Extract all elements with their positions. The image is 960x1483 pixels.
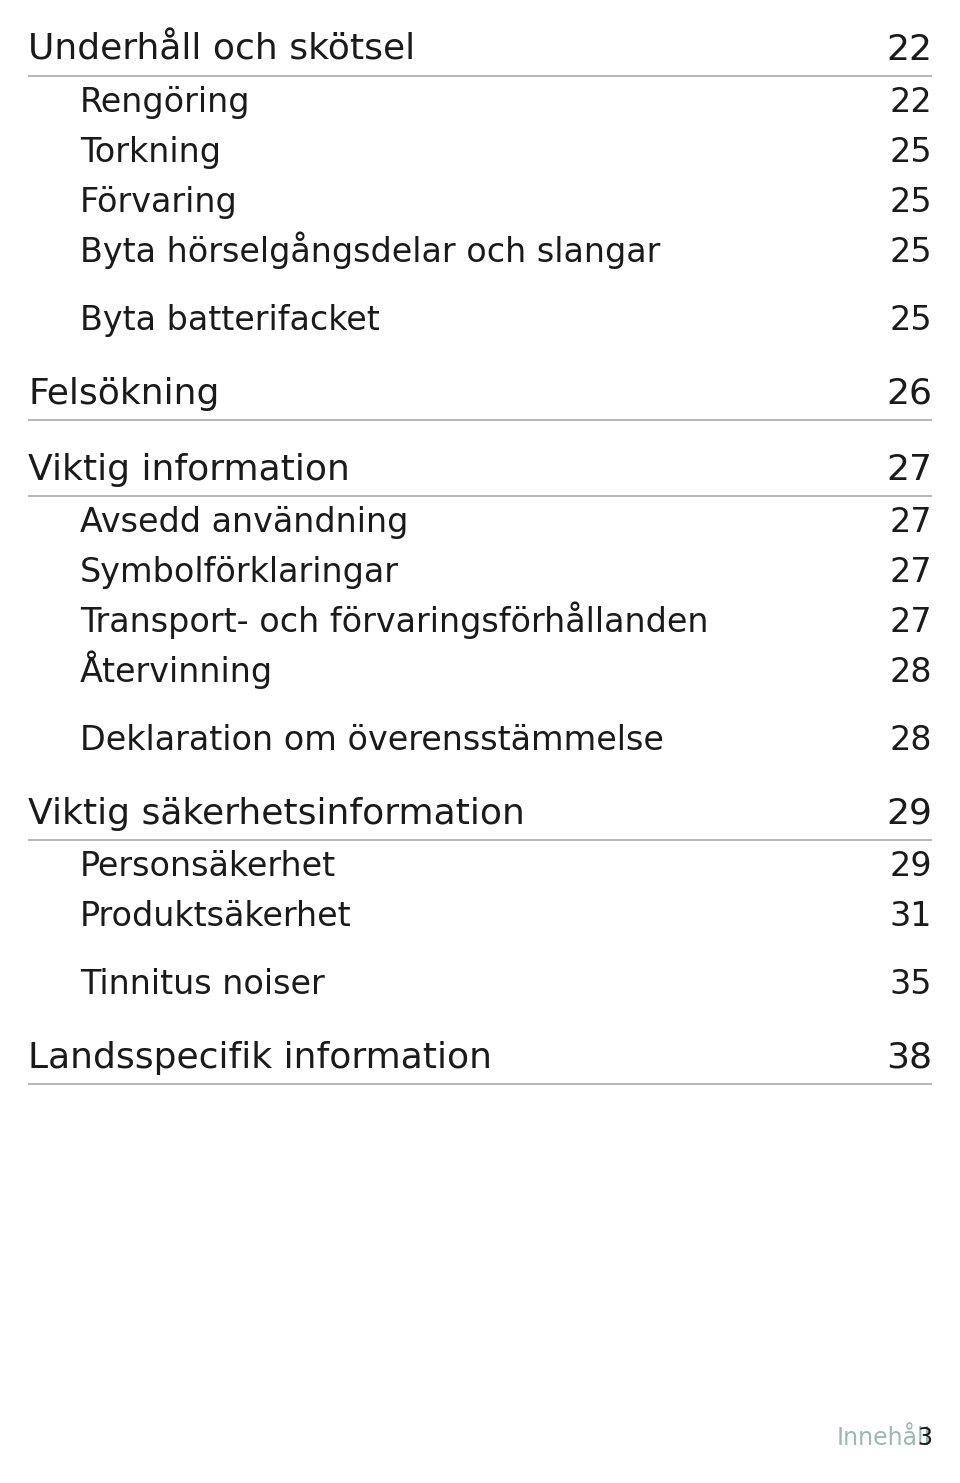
Text: Viktig säkerhetsinformation: Viktig säkerhetsinformation [28, 796, 525, 830]
Text: Felsökning: Felsökning [28, 377, 220, 411]
Text: Landsspecifik information: Landsspecifik information [28, 1041, 492, 1075]
Text: 3: 3 [917, 1427, 932, 1450]
Text: Torkning: Torkning [80, 136, 221, 169]
Text: Innehåll: Innehåll [837, 1427, 931, 1450]
Text: Symbolförklaringar: Symbolförklaringar [80, 556, 399, 589]
Text: 27: 27 [889, 607, 932, 639]
Text: 27: 27 [889, 556, 932, 589]
Text: 25: 25 [889, 304, 932, 337]
Text: Byta batterifacket: Byta batterifacket [80, 304, 380, 337]
Text: 27: 27 [889, 506, 932, 538]
Text: Personsäkerhet: Personsäkerhet [80, 850, 336, 882]
Text: Produktsäkerhet: Produktsäkerhet [80, 900, 351, 933]
Text: 31: 31 [890, 900, 932, 933]
Text: Förvaring: Förvaring [80, 185, 238, 219]
Text: Tinnitus noiser: Tinnitus noiser [80, 968, 324, 1001]
Text: 22: 22 [886, 33, 932, 67]
Text: 22: 22 [889, 86, 932, 119]
Text: Rengöring: Rengöring [80, 86, 251, 119]
Text: Deklaration om överensstämmelse: Deklaration om överensstämmelse [80, 724, 664, 756]
Text: Underhåll och skötsel: Underhåll och skötsel [28, 33, 415, 67]
Text: 28: 28 [890, 724, 932, 756]
Text: 25: 25 [889, 236, 932, 268]
Text: 29: 29 [889, 850, 932, 882]
Text: 26: 26 [886, 377, 932, 411]
Text: 35: 35 [890, 968, 932, 1001]
Text: 29: 29 [886, 796, 932, 830]
Text: Återvinning: Återvinning [80, 651, 274, 690]
Text: Transport- och förvaringsförhållanden: Transport- och förvaringsförhållanden [80, 602, 708, 639]
Text: Avsedd användning: Avsedd användning [80, 506, 408, 538]
Text: 25: 25 [889, 185, 932, 219]
Text: 28: 28 [890, 655, 932, 690]
Text: 27: 27 [886, 452, 932, 486]
Text: 38: 38 [886, 1041, 932, 1075]
Text: Byta hörselgångsdelar och slangar: Byta hörselgångsdelar och slangar [80, 231, 660, 268]
Text: 25: 25 [889, 136, 932, 169]
Text: Viktig information: Viktig information [28, 452, 349, 486]
